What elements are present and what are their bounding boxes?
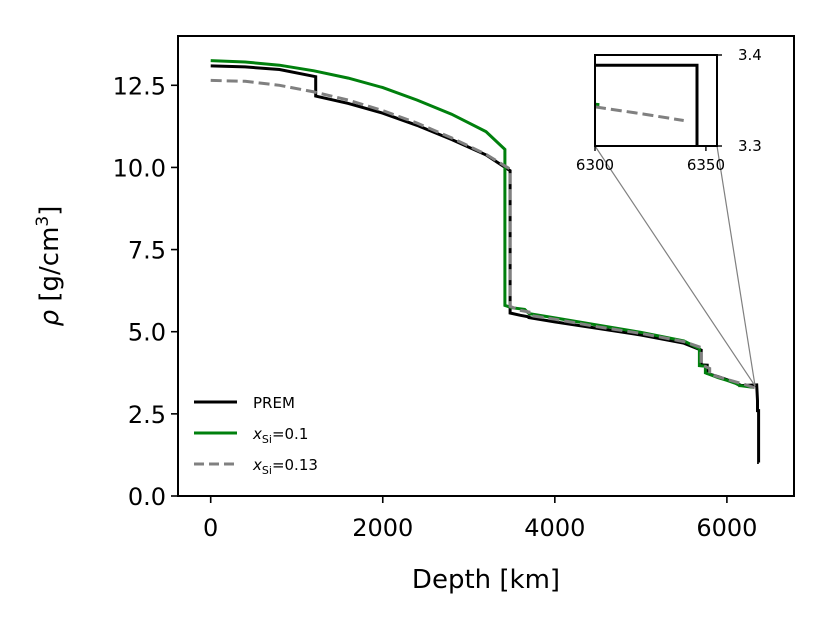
inset-x-tick-label: 6350 <box>687 156 725 174</box>
x-tick-label: 4000 <box>524 514 585 542</box>
zoom-inset: 6300 6350 3.3 3.4 <box>576 46 762 174</box>
x-tick-label: 2000 <box>352 514 413 542</box>
y-tick-label: 5.0 <box>128 319 166 347</box>
y-tick-label: 10.0 <box>113 154 166 182</box>
inset-background <box>595 55 717 146</box>
inset-frame <box>594 54 718 147</box>
y-tick-label: 0.0 <box>128 483 166 511</box>
y-tick-label: 2.5 <box>128 401 166 429</box>
y-tick-label: 12.5 <box>113 72 166 100</box>
x-tick-label: 6000 <box>696 514 757 542</box>
x-axis: 0 2000 4000 6000 <box>203 496 757 542</box>
y-tick-label: 7.5 <box>128 237 166 265</box>
zoom-connector-line <box>594 145 756 387</box>
y-axis-label: ρ [g/cm3] <box>33 206 65 327</box>
x-axis-label: Depth [km] <box>412 565 560 595</box>
inset-y-tick-label: 3.4 <box>738 46 762 64</box>
legend-label-xsi-0-13: xSi=0.13 <box>252 456 318 477</box>
series-line-x-si-0-13 <box>210 78 757 390</box>
inset-series-line-x-si-0-13 <box>595 105 684 122</box>
inset-axes: 6300 6350 3.3 3.4 <box>576 46 762 174</box>
legend-label-prem: PREM <box>253 394 295 412</box>
main-plot-series <box>210 59 761 464</box>
y-axis: 0.0 2.5 5.0 7.5 10.0 12.5 <box>113 72 178 511</box>
plot-frame <box>177 35 795 497</box>
series-line-prem <box>210 64 761 464</box>
zoom-connector-line <box>716 145 756 387</box>
legend-label-xsi-0-1: xSi=0.1 <box>252 425 308 446</box>
inset-series-line-prem <box>595 63 699 146</box>
legend: PREM xSi=0.1 xSi=0.13 <box>194 394 318 477</box>
inset-x-tick-label: 6300 <box>576 156 614 174</box>
inset-zoom-connectors <box>594 145 756 387</box>
x-tick-label: 0 <box>203 514 218 542</box>
inset-y-tick-label: 3.3 <box>738 137 762 155</box>
